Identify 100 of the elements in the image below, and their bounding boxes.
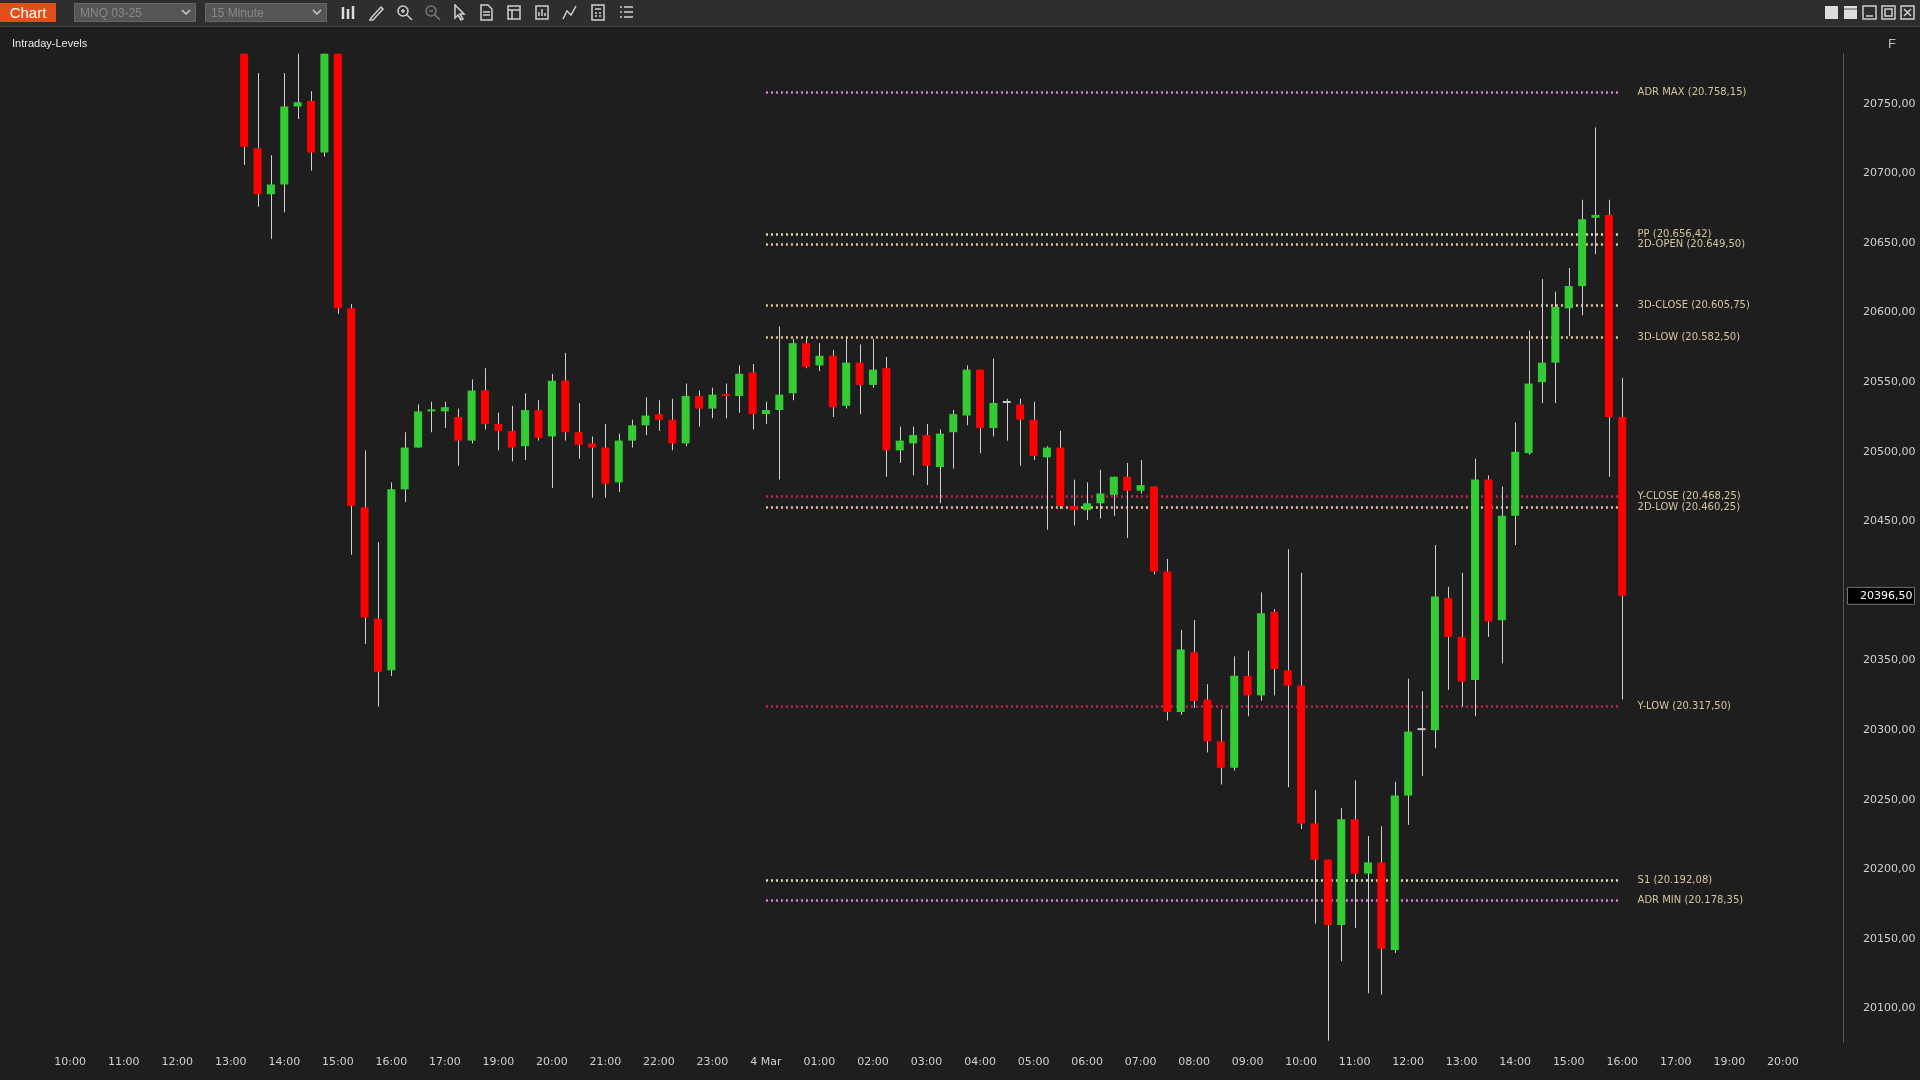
x-tick-label: 20:00 <box>1766 1055 1799 1069</box>
ref-line-label: 3D-CLOSE (20.605,75) <box>1637 299 1750 311</box>
y-tick-label: 20650,00 <box>1863 235 1916 249</box>
text: 20396,50 <box>1860 588 1913 602</box>
chart-title: Intraday-Levels <box>12 37 88 49</box>
text: F <box>1888 35 1897 53</box>
y-tick-label: 20700,00 <box>1863 166 1916 180</box>
x-tick-label: 10:00 <box>1285 1055 1317 1069</box>
candlestick <box>1591 126 1600 255</box>
candlestick <box>628 419 637 449</box>
x-tick-label: 14:00 <box>1499 1055 1532 1069</box>
candlestick <box>855 344 864 415</box>
y-tick-label: 20750,00 <box>1863 96 1916 110</box>
x-tick-label: 23:00 <box>696 1055 729 1069</box>
candlestick <box>1123 462 1132 539</box>
candlestick <box>909 426 918 476</box>
candlestick <box>507 405 516 462</box>
candlestick <box>868 338 877 389</box>
candlestick <box>1016 398 1025 467</box>
y-tick-label: 20500,00 <box>1863 444 1916 458</box>
ref-line-label: PP (20.656,42) <box>1637 228 1712 240</box>
candlestick <box>1002 398 1011 442</box>
candlestick <box>641 396 650 436</box>
candlestick <box>1243 650 1252 717</box>
x-tick-label: 16:00 <box>375 1055 408 1069</box>
candlestick <box>293 53 302 120</box>
x-tick-label: 17:00 <box>428 1055 461 1069</box>
ref-line-label: Y-CLOSE (20.468,25) <box>1636 490 1741 502</box>
x-tick-label: 03:00 <box>910 1055 943 1069</box>
x-tick-label: 12:00 <box>1392 1055 1425 1069</box>
y-tick-label: 20450,00 <box>1863 514 1916 528</box>
y-tick-label: 20550,00 <box>1863 375 1916 388</box>
candlestick <box>815 342 824 372</box>
candlestick <box>454 408 463 467</box>
x-tick-label: 12:00 <box>161 1055 194 1069</box>
candlestick <box>427 401 436 433</box>
candlestick <box>588 435 597 499</box>
x-tick-label: 02:00 <box>857 1055 889 1069</box>
candlestick <box>574 402 583 460</box>
candlestick <box>1083 481 1092 521</box>
ref-line-label: ADR MIN (20.178,35) <box>1637 894 1744 906</box>
candlestick <box>266 154 275 240</box>
candlestick <box>695 389 704 428</box>
x-tick-label: 10:00 <box>54 1055 87 1069</box>
x-tick-label: 19:00 <box>482 1055 515 1069</box>
x-tick-label: 07:00 <box>1124 1055 1157 1069</box>
ref-line-label: 2D-LOW (20.460,25) <box>1637 501 1741 513</box>
candlestick <box>1069 479 1078 527</box>
text: Chart <box>0 3 56 22</box>
candlestick <box>1109 476 1118 517</box>
candlestick <box>708 387 717 419</box>
candlestick <box>802 338 811 369</box>
candlestick <box>668 398 677 451</box>
candlestick <box>1364 835 1373 994</box>
y-tick-label: 20100,00 <box>1863 1001 1916 1015</box>
x-tick-label: 16:00 <box>1606 1055 1639 1069</box>
candlestick <box>1136 459 1145 495</box>
candlestick <box>494 412 503 451</box>
x-tick-label: 15:00 <box>321 1055 354 1069</box>
x-tick-label: 05:00 <box>1017 1055 1050 1069</box>
x-tick-label: 11:00 <box>1338 1055 1371 1069</box>
candlestick <box>949 409 958 469</box>
y-tick-label: 20350,00 <box>1863 653 1916 667</box>
ref-line-label: 3D-LOW (20.582,50) <box>1637 331 1741 343</box>
x-tick-label: 01:00 <box>803 1055 836 1069</box>
x-tick-label: 11:00 <box>107 1055 140 1069</box>
candlestick <box>654 399 663 432</box>
candlestick <box>735 364 744 414</box>
x-tick-label: 04:00 <box>964 1055 996 1069</box>
x-tick-label: 19:00 <box>1713 1055 1746 1069</box>
candlestick <box>1537 278 1546 404</box>
candlestick <box>1564 267 1573 337</box>
x-tick-label: 22:00 <box>643 1055 675 1069</box>
candlestick <box>721 383 730 419</box>
x-tick-label: 06:00 <box>1071 1055 1103 1069</box>
candlestick <box>1417 690 1426 777</box>
x-tick-label: 15:00 <box>1552 1055 1585 1069</box>
y-tick-label: 20300,00 <box>1863 723 1916 737</box>
ref-line-label: 2D-OPEN (20.649,50) <box>1637 238 1746 250</box>
candlestick <box>440 401 449 429</box>
x-tick-label: 13:00 <box>214 1055 247 1069</box>
x-tick-label: 14:00 <box>268 1055 301 1069</box>
x-tick-label: 17:00 <box>1659 1055 1692 1069</box>
candlestick <box>895 426 904 464</box>
x-tick-label: 20:00 <box>536 1055 568 1069</box>
y-tick-label: 20200,00 <box>1863 862 1916 876</box>
candlestick <box>1096 469 1105 520</box>
ref-line-label: S1 (20.192,08) <box>1637 874 1713 886</box>
x-tick-label: 21:00 <box>589 1055 622 1069</box>
y-tick-label: 20150,00 <box>1863 931 1916 945</box>
ref-line-label: Y-LOW (20.317,50) <box>1636 700 1732 712</box>
y-tick-label: 20250,00 <box>1863 792 1916 806</box>
y-tick-label: 20600,00 <box>1863 305 1916 319</box>
ref-line-label: ADR MAX (20.758,15) <box>1637 86 1747 98</box>
candlestick <box>775 325 784 481</box>
candlestick <box>1283 548 1292 788</box>
x-tick-label: 08:00 <box>1178 1055 1210 1069</box>
x-tick-label: 09:00 <box>1231 1055 1264 1069</box>
candlestick <box>1042 445 1051 531</box>
x-tick-label: 13:00 <box>1445 1055 1478 1069</box>
